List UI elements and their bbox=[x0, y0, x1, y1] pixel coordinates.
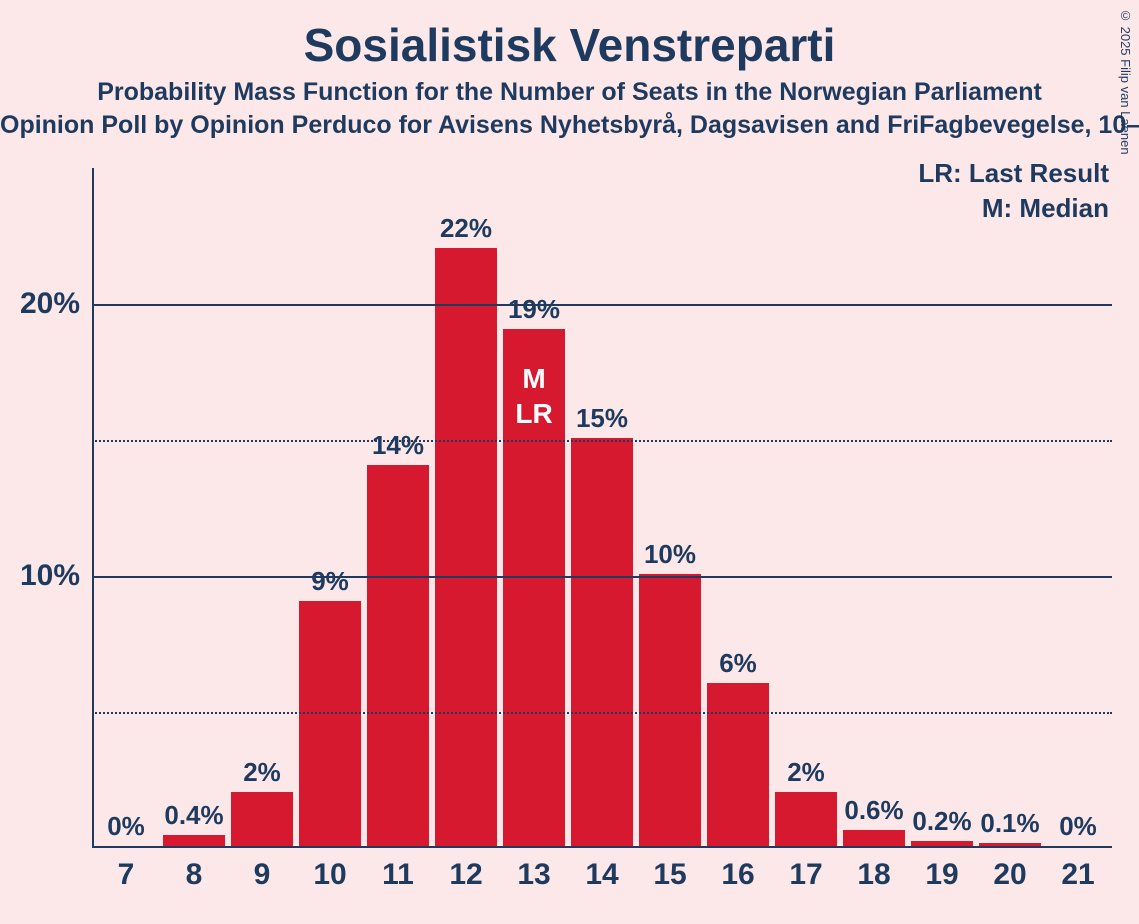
gridline-major bbox=[92, 304, 1112, 306]
bar: 22% bbox=[435, 248, 497, 846]
bars-container: 0%70.4%82%99%1014%1122%1219%13MLR15%1410… bbox=[92, 168, 1112, 848]
x-tick-label: 11 bbox=[382, 858, 414, 892]
bar-slot: 0%7 bbox=[92, 168, 160, 848]
x-tick-label: 19 bbox=[925, 858, 958, 892]
bar-annotation: LR bbox=[515, 398, 552, 430]
x-tick-label: 20 bbox=[993, 858, 1026, 892]
x-tick-label: 13 bbox=[517, 858, 550, 892]
bar: 10% bbox=[639, 574, 701, 846]
bar-value-label: 0.6% bbox=[844, 795, 903, 826]
bar: 9% bbox=[299, 601, 361, 846]
bar-slot: 6%16 bbox=[704, 168, 772, 848]
bar-annotation: M bbox=[522, 363, 545, 395]
bar-value-label: 14% bbox=[372, 430, 424, 461]
bar: 0.2% bbox=[911, 841, 973, 846]
x-tick-label: 21 bbox=[1061, 858, 1094, 892]
bar: 15% bbox=[571, 438, 633, 846]
x-tick-label: 14 bbox=[585, 858, 618, 892]
bar-slot: 0.4%8 bbox=[160, 168, 228, 848]
y-tick-label: 20% bbox=[0, 287, 80, 321]
x-tick-label: 8 bbox=[186, 858, 203, 892]
x-tick-label: 9 bbox=[254, 858, 271, 892]
gridline-minor bbox=[92, 440, 1112, 442]
copyright-text: © 2025 Filip van Laenen bbox=[1118, 8, 1133, 155]
bar: 2% bbox=[231, 792, 293, 846]
bar: 0.6% bbox=[843, 830, 905, 846]
bar-slot: 22%12 bbox=[432, 168, 500, 848]
bar-value-label: 0% bbox=[1059, 811, 1097, 842]
bar-value-label: 10% bbox=[644, 539, 696, 570]
bar-slot: 9%10 bbox=[296, 168, 364, 848]
bar-slot: 2%9 bbox=[228, 168, 296, 848]
bar-value-label: 6% bbox=[719, 648, 757, 679]
gridline-minor bbox=[92, 712, 1112, 714]
chart-subtitle: Probability Mass Function for the Number… bbox=[0, 78, 1139, 107]
bar-slot: 2%17 bbox=[772, 168, 840, 848]
x-tick-label: 16 bbox=[721, 858, 754, 892]
bar-slot: 15%14 bbox=[568, 168, 636, 848]
bar: 6% bbox=[707, 683, 769, 846]
bar-value-label: 0.4% bbox=[164, 800, 223, 831]
bar-slot: 10%15 bbox=[636, 168, 704, 848]
x-tick-label: 17 bbox=[789, 858, 822, 892]
bar-value-label: 19% bbox=[508, 294, 560, 325]
bar: 0.1% bbox=[979, 843, 1041, 846]
bar-slot: 19%13MLR bbox=[500, 168, 568, 848]
bar-value-label: 0.2% bbox=[912, 806, 971, 837]
x-tick-label: 18 bbox=[857, 858, 890, 892]
chart-plot: 0%70.4%82%99%1014%1122%1219%13MLR15%1410… bbox=[92, 168, 1112, 848]
bar-value-label: 0.1% bbox=[980, 808, 1039, 839]
bar-slot: 0.1%20 bbox=[976, 168, 1044, 848]
y-tick-label: 10% bbox=[0, 559, 80, 593]
bar-value-label: 2% bbox=[243, 757, 281, 788]
x-tick-label: 10 bbox=[313, 858, 346, 892]
chart-area: LR: Last Result M: Median 0%70.4%82%99%1… bbox=[0, 158, 1139, 924]
bar-value-label: 15% bbox=[576, 403, 628, 434]
bar-value-label: 9% bbox=[311, 566, 349, 597]
bar-slot: 14%11 bbox=[364, 168, 432, 848]
chart-titles: Sosialistisk Venstreparti Probability Ma… bbox=[0, 0, 1139, 140]
gridline-major bbox=[92, 576, 1112, 578]
bar: 2% bbox=[775, 792, 837, 846]
bar-slot: 0.6%18 bbox=[840, 168, 908, 848]
x-tick-label: 7 bbox=[118, 858, 135, 892]
bar-slot: 0.2%19 bbox=[908, 168, 976, 848]
bar-value-label: 22% bbox=[440, 213, 492, 244]
bar-value-label: 0% bbox=[107, 811, 145, 842]
chart-title: Sosialistisk Venstreparti bbox=[0, 18, 1139, 72]
bar: 14% bbox=[367, 465, 429, 846]
bar-slot: 0%21 bbox=[1044, 168, 1112, 848]
x-tick-label: 15 bbox=[653, 858, 686, 892]
chart-poll-line: Opinion Poll by Opinion Perduco for Avis… bbox=[0, 111, 1139, 140]
x-tick-label: 12 bbox=[449, 858, 482, 892]
bar: 0.4% bbox=[163, 835, 225, 846]
bar-value-label: 2% bbox=[787, 757, 825, 788]
